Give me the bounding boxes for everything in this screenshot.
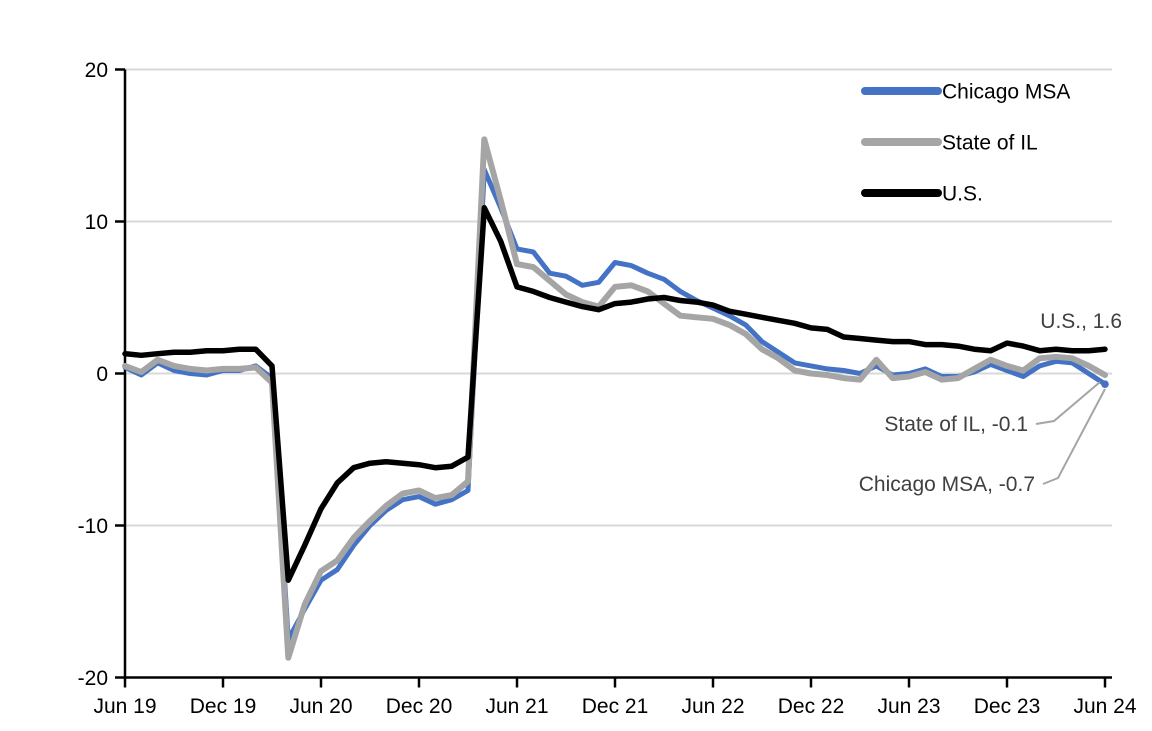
x-tick-label: Dec 20 bbox=[386, 695, 453, 718]
x-tick-label: Jun 23 bbox=[877, 695, 940, 718]
x-tick-label: Jun 22 bbox=[681, 695, 744, 718]
x-tick-label: Dec 21 bbox=[582, 695, 649, 718]
legend-label-state-of-il: State of IL bbox=[942, 132, 1038, 155]
chart-canvas: 20 10 0 -10 -20 Jun 19 Dec 19 Jun 20 Dec 20 Jun 2… bbox=[78, 59, 1137, 718]
annotations: U.S., 1.6 State of IL, -0.1 Chicago MSA, -… bbox=[859, 310, 1122, 496]
legend-item-u-s: U.S. bbox=[861, 183, 983, 206]
series-line-u-s bbox=[122, 205, 1108, 583]
y-tick-label: -10 bbox=[78, 515, 108, 538]
annotation-u-s: U.S., 1.6 bbox=[1040, 310, 1122, 333]
y-tick-label: 20 bbox=[85, 59, 108, 82]
x-tick-label: Jun 21 bbox=[485, 695, 548, 718]
chicago-msa-end-marker bbox=[1101, 380, 1109, 388]
annotation-chicago-msa: Chicago MSA, -0.7 bbox=[859, 473, 1035, 496]
y-tick-label: 0 bbox=[96, 363, 108, 386]
legend: Chicago MSA State of IL U.S. bbox=[861, 81, 1070, 206]
x-tick-label: Dec 22 bbox=[778, 695, 845, 718]
x-tick-label: Jun 19 bbox=[93, 695, 156, 718]
annotation-leader-line bbox=[1035, 381, 1101, 425]
x-tick-label: Jun 20 bbox=[289, 695, 352, 718]
annotation-state-of-il: State of IL, -0.1 bbox=[884, 413, 1028, 436]
x-tick-label: Jun 24 bbox=[1073, 695, 1136, 718]
legend-label-chicago-msa: Chicago MSA bbox=[942, 81, 1070, 104]
x-tick-label: Dec 19 bbox=[190, 695, 257, 718]
gridlines bbox=[125, 68, 1112, 527]
series-lines bbox=[122, 136, 1109, 661]
axes bbox=[115, 68, 1112, 688]
line-chart-figure: 20 10 0 -10 -20 Jun 19 Dec 19 Jun 20 Dec 20 Jun 2… bbox=[40, 16, 1152, 731]
y-tick-label: -20 bbox=[78, 667, 108, 690]
annotation-leader-line bbox=[1042, 388, 1106, 485]
legend-label-u-s: U.S. bbox=[942, 183, 983, 206]
legend-item-chicago-msa: Chicago MSA bbox=[861, 81, 1070, 104]
axis-labels: 20 10 0 -10 -20 Jun 19 Dec 19 Jun 20 Dec 20 Jun 2… bbox=[78, 59, 1137, 718]
y-tick-label: 10 bbox=[85, 211, 108, 234]
legend-item-state-of-il: State of IL bbox=[861, 132, 1038, 155]
x-tick-label: Dec 23 bbox=[974, 695, 1041, 718]
series-line-state-of-il bbox=[122, 136, 1108, 661]
